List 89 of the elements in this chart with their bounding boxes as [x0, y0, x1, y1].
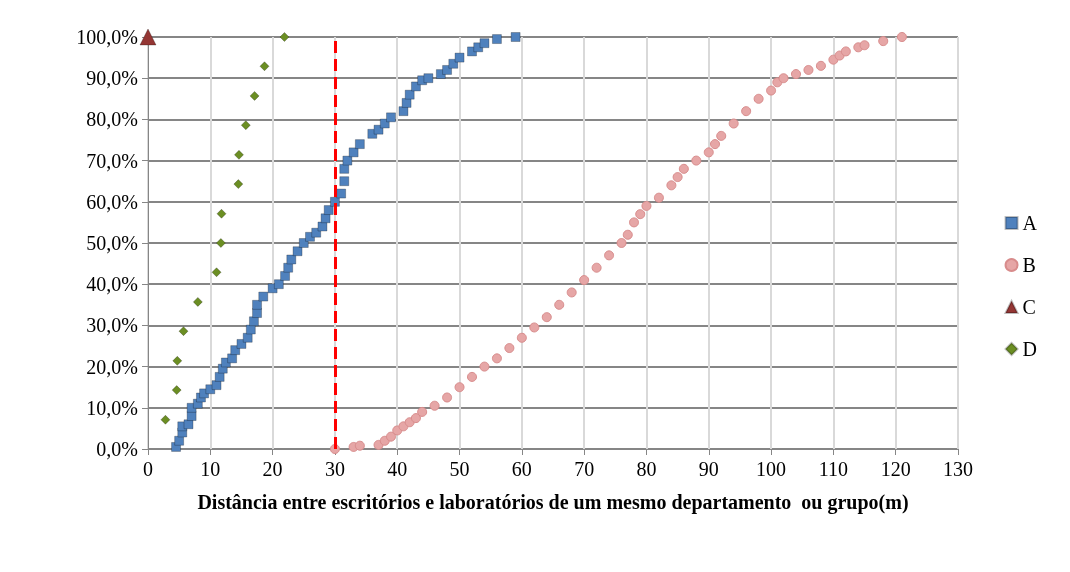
point — [279, 32, 290, 42]
x-tick-label: 30 — [324, 458, 345, 480]
point — [629, 217, 639, 228]
point — [429, 400, 440, 411]
point — [160, 414, 171, 425]
x-tick-label: 0 — [143, 458, 153, 480]
point — [454, 382, 465, 393]
point — [710, 139, 720, 150]
point — [516, 332, 527, 343]
x-tick-label: 60 — [511, 458, 532, 480]
point — [479, 361, 490, 372]
point — [728, 118, 739, 129]
y-tick-label: 10,0% — [86, 396, 138, 419]
point — [641, 200, 652, 211]
point — [778, 73, 789, 84]
point — [566, 287, 577, 298]
y-tick-label: 70,0% — [86, 149, 138, 172]
point — [678, 163, 689, 174]
x-tick-label: 120 — [880, 458, 911, 480]
y-tick-label: 80,0% — [86, 108, 138, 131]
point — [616, 238, 627, 248]
x-tick-label: 130 — [943, 458, 973, 480]
point — [554, 299, 565, 310]
point — [442, 392, 453, 403]
point — [653, 192, 664, 203]
point — [211, 267, 222, 278]
y-tick-label: 50,0% — [86, 232, 138, 254]
point — [622, 229, 633, 240]
x-tick-label: 80 — [636, 458, 657, 480]
y-tick-label: 60,0% — [86, 190, 138, 213]
x-tick-label: 50 — [449, 458, 470, 480]
x-tick-label: 90 — [698, 458, 719, 480]
point — [635, 209, 646, 220]
point — [216, 208, 227, 219]
legend-label: A — [1022, 212, 1038, 234]
point — [579, 275, 590, 286]
point — [716, 130, 727, 141]
x-tick-label: 70 — [574, 458, 595, 480]
point — [541, 312, 552, 323]
point — [233, 179, 244, 190]
point — [791, 69, 801, 80]
point — [766, 85, 777, 96]
point — [878, 36, 889, 47]
x-tick-label: 110 — [818, 458, 849, 480]
point — [753, 93, 764, 104]
legend-label: D — [1022, 338, 1038, 360]
point — [417, 406, 428, 417]
point — [171, 385, 182, 396]
y-tick-label: 90,0% — [86, 67, 138, 90]
point — [591, 262, 602, 273]
point — [172, 355, 183, 366]
x-tick-label: 20 — [262, 458, 283, 480]
point — [896, 32, 907, 42]
x-axis-title: Distância entre escritórios e laboratórios de um mesmo departamento ou grupo(m) — [197, 491, 909, 514]
point — [491, 353, 502, 364]
point — [410, 413, 421, 424]
point — [691, 155, 702, 166]
point — [504, 343, 515, 354]
y-tick-label: 30,0% — [86, 314, 138, 337]
point — [467, 371, 477, 382]
point — [604, 250, 615, 261]
point — [666, 180, 677, 191]
point — [354, 440, 365, 451]
point — [178, 326, 189, 337]
x-tick-label: 10 — [200, 458, 221, 480]
point — [529, 322, 540, 333]
point — [259, 61, 270, 72]
point — [672, 172, 683, 183]
point — [249, 90, 260, 101]
y-tick-label: 100,0% — [76, 26, 138, 48]
point — [840, 46, 851, 57]
point — [192, 296, 203, 307]
x-tick-label: 40 — [387, 458, 408, 480]
y-tick-label: 0,0% — [96, 438, 138, 460]
point — [741, 106, 752, 117]
point — [803, 64, 814, 75]
legend-label: B — [1022, 254, 1036, 276]
legend-label: C — [1022, 296, 1036, 318]
point — [859, 40, 870, 51]
point — [233, 149, 244, 160]
point — [815, 60, 826, 71]
y-tick-label: 40,0% — [86, 273, 138, 296]
point — [703, 147, 714, 158]
point — [215, 238, 226, 248]
y-tick-label: 20,0% — [86, 355, 138, 378]
x-tick-label: 100 — [756, 458, 787, 480]
point — [386, 431, 396, 442]
point — [139, 28, 157, 46]
point — [240, 120, 251, 131]
